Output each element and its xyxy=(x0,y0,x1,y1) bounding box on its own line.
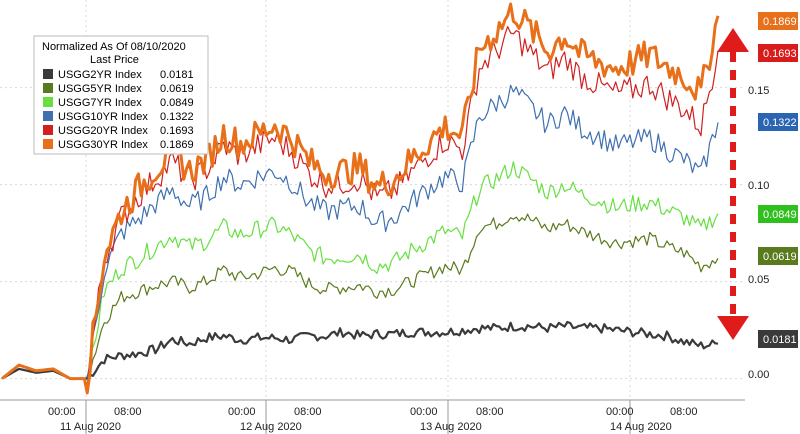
badge-10yr-text: 0.1322 xyxy=(763,117,797,129)
legend-value: 0.0181 xyxy=(160,69,194,81)
legend-swatch xyxy=(43,97,53,107)
y-axis: 0.15 0.10 0.05 0.00 xyxy=(748,85,769,381)
legend-swatch xyxy=(43,69,53,79)
badge-7yr-text: 0.0849 xyxy=(763,209,797,221)
legend-label: USGG20YR Index xyxy=(58,125,148,137)
legend: Normalized As Of 08/10/2020 Last Price U… xyxy=(33,35,209,155)
legend-title: Normalized As Of 08/10/2020 xyxy=(42,41,186,53)
last-value-badges: 0.1869 0.1693 0.1322 0.0849 0.0619 0.018… xyxy=(758,12,798,348)
badge-30yr-text: 0.1869 xyxy=(763,16,797,28)
series-line-usgg30yr xyxy=(1,2,720,395)
badge-20yr xyxy=(758,44,798,62)
badge-30yr xyxy=(758,12,798,30)
arrow-down-icon xyxy=(717,316,749,340)
badge-2yr xyxy=(758,330,798,348)
legend-label: USGG5YR Index xyxy=(58,83,142,95)
x-date-label: 13 Aug 2020 xyxy=(420,421,482,433)
y-tick-label: 0.15 xyxy=(748,85,769,97)
legend-swatch xyxy=(43,111,53,121)
legend-box xyxy=(33,35,209,155)
x-date-label: 12 Aug 2020 xyxy=(240,421,302,433)
badge-20yr-text: 0.1693 xyxy=(763,48,797,60)
y-tick-label: 0.10 xyxy=(748,180,769,192)
legend-swatch xyxy=(43,125,53,135)
legend-swatch xyxy=(43,139,53,149)
legend-label: USGG7YR Index xyxy=(58,97,142,109)
series-line-usgg5yr xyxy=(1,213,719,385)
badge-5yr xyxy=(758,247,798,265)
legend-value: 0.1322 xyxy=(160,111,194,123)
legend-label: USGG10YR Index xyxy=(58,111,148,123)
arrow-up-icon xyxy=(717,28,749,52)
y-tick-label: 0.05 xyxy=(748,274,769,286)
x-time-label: 08:00 xyxy=(476,406,504,418)
y-tick-label: 0.00 xyxy=(748,369,769,381)
x-time-label: 08:00 xyxy=(294,406,322,418)
legend-label: USGG2YR Index xyxy=(58,69,142,81)
x-time-label: 08:00 xyxy=(670,406,698,418)
badge-2yr-text: 0.0181 xyxy=(763,334,797,346)
badge-5yr-text: 0.0619 xyxy=(763,251,797,263)
x-date-label: 11 Aug 2020 xyxy=(60,421,121,433)
x-date-label: 14 Aug 2020 xyxy=(610,421,672,433)
legend-swatch xyxy=(43,83,53,93)
x-time-label: 00:00 xyxy=(48,406,76,418)
legend-value: 0.0619 xyxy=(160,83,194,95)
badge-7yr xyxy=(758,205,798,223)
x-time-label: 08:00 xyxy=(114,406,142,418)
x-axis: 00:00 08:00 00:00 08:00 00:00 08:00 00:0… xyxy=(0,399,745,434)
series-line-usgg7yr xyxy=(1,161,719,389)
x-time-label: 00:00 xyxy=(410,406,438,418)
badge-10yr xyxy=(758,113,798,131)
legend-value: 0.1693 xyxy=(160,125,194,137)
series-lines xyxy=(1,2,720,395)
series-line-usgg10yr xyxy=(1,84,719,380)
legend-subtitle: Last Price xyxy=(90,54,139,66)
series-line-usgg2yr xyxy=(1,320,719,380)
x-time-label: 00:00 xyxy=(228,406,256,418)
series-line-usgg20yr xyxy=(1,26,719,389)
range-arrow xyxy=(717,28,749,340)
x-time-label: 00:00 xyxy=(606,406,634,418)
legend-value: 0.1869 xyxy=(160,139,194,151)
legend-label: USGG30YR Index xyxy=(58,139,148,151)
legend-value: 0.0849 xyxy=(160,97,194,109)
